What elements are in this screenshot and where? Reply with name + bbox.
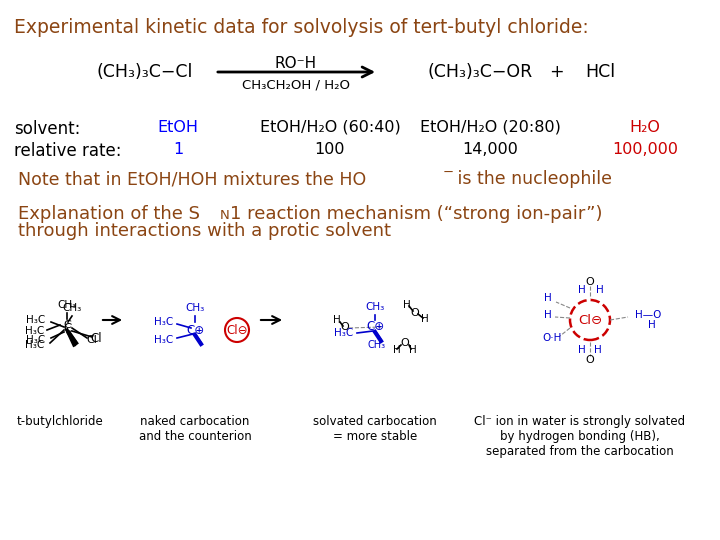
Text: H: H bbox=[409, 345, 417, 355]
Text: solvent:: solvent: bbox=[14, 120, 81, 138]
Text: C: C bbox=[64, 321, 72, 334]
Text: solvated carbocation
= more stable: solvated carbocation = more stable bbox=[313, 415, 437, 443]
Text: O: O bbox=[585, 277, 595, 287]
Text: −: − bbox=[443, 166, 454, 179]
Text: H: H bbox=[578, 285, 586, 295]
Text: 1: 1 bbox=[173, 142, 183, 157]
Text: H₃C: H₃C bbox=[154, 317, 173, 327]
Text: EtOH/H₂O (20:80): EtOH/H₂O (20:80) bbox=[420, 120, 560, 135]
Text: 100: 100 bbox=[315, 142, 346, 157]
Text: through interactions with a protic solvent: through interactions with a protic solve… bbox=[18, 222, 391, 240]
Text: Note that in EtOH/HOH mixtures the HO: Note that in EtOH/HOH mixtures the HO bbox=[18, 170, 366, 188]
Text: H: H bbox=[393, 345, 401, 355]
Text: CH₃: CH₃ bbox=[63, 303, 81, 313]
Text: H—O: H—O bbox=[635, 310, 662, 320]
Text: N: N bbox=[220, 209, 230, 222]
Text: H₂O: H₂O bbox=[629, 120, 660, 135]
Text: RO⁻H: RO⁻H bbox=[275, 56, 317, 71]
Text: is the nucleophile: is the nucleophile bbox=[452, 170, 612, 188]
Text: CH₃: CH₃ bbox=[368, 340, 386, 350]
Text: H₃C: H₃C bbox=[24, 326, 44, 336]
Text: Experimental kinetic data for solvolysis of tert-butyl chloride:: Experimental kinetic data for solvolysis… bbox=[14, 18, 589, 37]
Text: C⊕: C⊕ bbox=[186, 323, 204, 336]
Text: EtOH: EtOH bbox=[158, 120, 199, 135]
Text: C: C bbox=[63, 320, 71, 330]
Text: +: + bbox=[549, 63, 563, 81]
Text: O: O bbox=[410, 308, 419, 318]
Text: Cl⊖: Cl⊖ bbox=[578, 314, 602, 327]
Text: Cl: Cl bbox=[86, 335, 97, 345]
Text: EtOH/H₂O (60:40): EtOH/H₂O (60:40) bbox=[260, 120, 400, 135]
Text: naked carbocation
and the counterion: naked carbocation and the counterion bbox=[139, 415, 251, 443]
Text: Cl⊖: Cl⊖ bbox=[226, 325, 248, 338]
Text: 100,000: 100,000 bbox=[612, 142, 678, 157]
Text: CH₃: CH₃ bbox=[185, 303, 204, 313]
Text: (CH₃)₃C−OR: (CH₃)₃C−OR bbox=[428, 63, 533, 81]
Text: Cl⁻ ion in water is strongly solvated
by hydrogen bonding (HB),
separated from t: Cl⁻ ion in water is strongly solvated by… bbox=[474, 415, 685, 458]
Text: H₃C: H₃C bbox=[24, 340, 44, 350]
Text: Explanation of the S: Explanation of the S bbox=[18, 205, 200, 223]
Text: O·H: O·H bbox=[542, 333, 562, 343]
Text: t-butylchloride: t-butylchloride bbox=[17, 415, 104, 428]
Text: H: H bbox=[403, 300, 411, 310]
Text: O: O bbox=[341, 322, 349, 332]
Text: H₃C: H₃C bbox=[154, 335, 173, 345]
Text: CH₃CH₂OH / H₂O: CH₃CH₂OH / H₂O bbox=[242, 78, 350, 91]
Text: (CH₃)₃C−Cl: (CH₃)₃C−Cl bbox=[96, 63, 193, 81]
Text: H: H bbox=[594, 345, 602, 355]
Text: H: H bbox=[578, 345, 586, 355]
Text: relative rate:: relative rate: bbox=[14, 142, 122, 160]
Text: H: H bbox=[648, 320, 656, 330]
Text: CH₃: CH₃ bbox=[365, 302, 384, 312]
Text: O: O bbox=[585, 355, 595, 365]
Text: 1 reaction mechanism (“strong ion-pair”): 1 reaction mechanism (“strong ion-pair”) bbox=[230, 205, 603, 223]
Text: H: H bbox=[544, 293, 552, 303]
Text: H: H bbox=[596, 285, 604, 295]
Text: Cl: Cl bbox=[90, 332, 102, 345]
Text: O: O bbox=[400, 338, 410, 348]
Text: H₃C: H₃C bbox=[26, 335, 45, 345]
Text: H₃C: H₃C bbox=[334, 328, 353, 338]
Text: HCl: HCl bbox=[585, 63, 615, 81]
Text: 14,000: 14,000 bbox=[462, 142, 518, 157]
Text: CH₃: CH₃ bbox=[58, 300, 76, 310]
Text: H: H bbox=[544, 310, 552, 320]
Text: C⊕: C⊕ bbox=[366, 321, 384, 334]
Text: H: H bbox=[421, 314, 429, 324]
Text: H₃C: H₃C bbox=[26, 315, 45, 325]
Text: H: H bbox=[333, 315, 341, 325]
